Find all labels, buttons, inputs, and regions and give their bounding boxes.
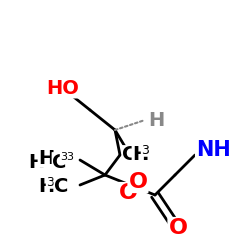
Text: 3: 3	[141, 144, 149, 156]
Text: NH: NH	[196, 140, 231, 160]
Text: O: O	[168, 218, 188, 238]
Text: C: C	[52, 152, 66, 172]
Text: H: H	[38, 178, 54, 197]
Text: 3: 3	[46, 176, 54, 188]
Text: O: O	[128, 172, 148, 192]
Text: H: H	[38, 148, 54, 168]
Text: O: O	[118, 183, 138, 203]
Text: HO: HO	[46, 78, 80, 98]
Text: C: C	[54, 178, 68, 197]
Text: H: H	[28, 152, 44, 172]
Text: 33: 33	[60, 152, 74, 162]
Text: H: H	[132, 146, 148, 165]
Text: H: H	[148, 110, 164, 130]
Text: C: C	[122, 146, 136, 165]
